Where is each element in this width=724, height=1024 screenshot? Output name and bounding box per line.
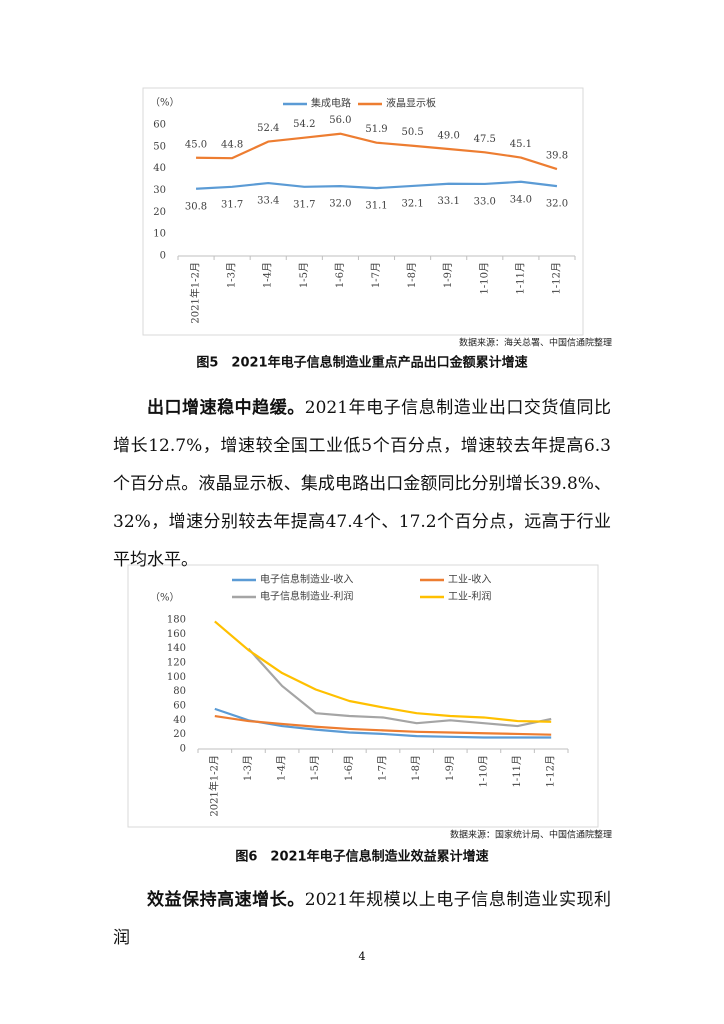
x-tick-label: 1-7月 xyxy=(370,262,382,288)
series-line xyxy=(214,620,552,723)
chart-frame xyxy=(127,564,599,828)
data-label: 52.4 xyxy=(257,123,279,134)
y-tick-label: 160 xyxy=(167,629,186,640)
y-tick-label: 100 xyxy=(167,672,186,683)
x-tick-label: 1-9月 xyxy=(442,262,454,288)
x-tick-label: 1-6月 xyxy=(334,262,346,288)
text: 2021年电子信息制造业出口交货值同比增长12.7%，增速较全国工业低5个百分点… xyxy=(113,398,612,570)
x-tick-label: 1-9月 xyxy=(444,755,456,781)
data-label: 34.0 xyxy=(510,194,532,205)
text: 2021年规模以上电子信息制造业实现利润 xyxy=(113,890,612,948)
x-tick-label: 1-8月 xyxy=(406,262,418,288)
data-label: 33.0 xyxy=(474,196,496,207)
caption: 图5 2021年电子信息制造业重点产品出口金额累计增速 xyxy=(196,355,527,371)
legend-label: 液晶显示板 xyxy=(386,97,436,110)
x-tick-label: 1-6月 xyxy=(343,755,355,781)
x-tick-label: 1-5月 xyxy=(309,755,321,781)
lead: 出口增速稳中趋缓。 xyxy=(147,398,305,418)
data-label: 33.4 xyxy=(257,196,279,207)
data-label: 32.1 xyxy=(401,198,423,209)
x-tick-label: 1-12月 xyxy=(550,262,562,294)
x-tick-label: 1-4月 xyxy=(262,262,274,288)
y-tick-label: 0 xyxy=(180,744,186,755)
paragraph: 出口增速稳中趋缓。2021年电子信息制造业出口交货值同比增长12.7%，增速较全… xyxy=(113,389,611,579)
y-axis-label: （%） xyxy=(150,97,180,109)
y-tick-label: 80 xyxy=(173,686,186,697)
caption: 图6 2021年电子信息制造业效益累计增速 xyxy=(235,849,488,865)
data-label: 44.8 xyxy=(221,140,243,151)
y-tick-label: 10 xyxy=(153,229,166,240)
data-label: 56.0 xyxy=(329,115,351,126)
y-axis-label: （%） xyxy=(150,592,180,604)
y-tick-label: 60 xyxy=(153,120,166,131)
data-label: 45.0 xyxy=(185,139,207,150)
legend-label: 工业-收入 xyxy=(448,573,491,586)
y-tick-label: 40 xyxy=(153,163,166,174)
x-tick-label: 2021年1-2月 xyxy=(207,755,220,817)
x-tick-label: 1-5月 xyxy=(298,262,310,288)
source: 数据来源：国家统计局、中国信通院整理 xyxy=(450,829,612,841)
data-label: 33.1 xyxy=(438,196,460,207)
data-label: 47.5 xyxy=(474,134,496,145)
x-tick-label: 1-3月 xyxy=(242,755,254,781)
series-line xyxy=(195,180,558,190)
data-label: 39.8 xyxy=(546,151,568,162)
data-label: 32.0 xyxy=(546,199,568,210)
x-tick-label: 2021年1-2月 xyxy=(189,262,202,324)
legend-label: 工业-利润 xyxy=(448,590,491,603)
y-tick-label: 20 xyxy=(173,729,186,740)
y-tick-label: 180 xyxy=(167,615,186,626)
data-label: 30.8 xyxy=(185,201,207,212)
series-line xyxy=(196,132,558,171)
paragraph: 效益保持高速增长。2021年规模以上电子信息制造业实现利润 xyxy=(113,881,611,957)
x-tick-label: 1-7月 xyxy=(377,755,389,781)
source: 数据来源：海关总署、中国信通院整理 xyxy=(459,337,612,349)
data-label: 31.7 xyxy=(221,199,243,210)
x-tick-label: 1-3月 xyxy=(226,262,238,288)
data-label: 31.7 xyxy=(293,199,315,210)
data-label: 51.9 xyxy=(365,124,387,135)
y-tick-label: 0 xyxy=(160,251,166,262)
x-tick-label: 1-12月 xyxy=(545,755,557,787)
x-tick-label: 1-10月 xyxy=(477,755,489,787)
y-tick-label: 40 xyxy=(173,715,186,726)
x-tick-label: 1-11月 xyxy=(514,262,526,294)
series-line xyxy=(247,647,552,728)
x-tick-label: 1-11月 xyxy=(511,755,523,787)
y-tick-label: 30 xyxy=(153,185,166,196)
y-tick-label: 120 xyxy=(167,658,186,669)
series-line xyxy=(214,714,552,736)
series-line xyxy=(214,707,552,739)
y-tick-label: 50 xyxy=(153,141,166,152)
data-label: 50.5 xyxy=(401,127,423,138)
data-label: 54.2 xyxy=(293,119,315,130)
data-label: 31.1 xyxy=(365,201,387,212)
x-tick-label: 1-8月 xyxy=(410,755,422,781)
legend-label: 电子信息制造业-利润 xyxy=(260,590,353,603)
legend-label: 集成电路 xyxy=(311,97,351,110)
data-label: 49.0 xyxy=(438,131,460,142)
lead: 效益保持高速增长。 xyxy=(147,890,305,910)
page-number: 4 xyxy=(358,950,366,963)
legend-label: 电子信息制造业-收入 xyxy=(260,573,353,586)
x-tick-label: 1-4月 xyxy=(276,755,288,781)
y-tick-label: 20 xyxy=(153,207,166,218)
chart-frame xyxy=(142,87,584,336)
data-label: 32.0 xyxy=(329,199,351,210)
y-tick-label: 140 xyxy=(167,643,186,654)
data-label: 45.1 xyxy=(510,139,532,150)
x-tick-label: 1-10月 xyxy=(478,262,490,294)
y-tick-label: 60 xyxy=(173,701,186,712)
